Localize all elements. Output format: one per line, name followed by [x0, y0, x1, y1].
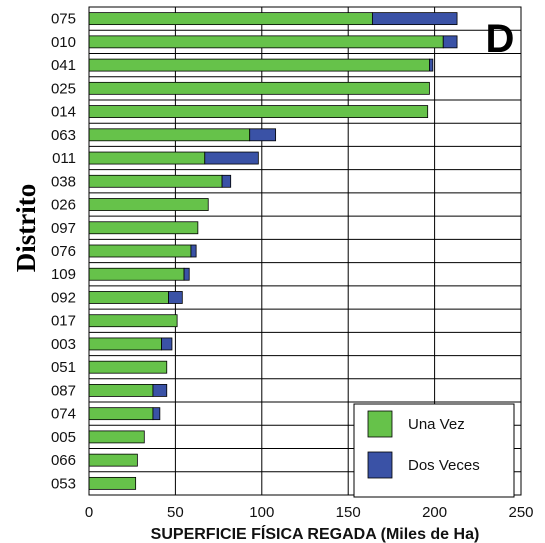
y-tick-label: 010 [51, 34, 76, 51]
bar-una-vez-010 [88, 35, 444, 49]
bar-dos-veces-092 [168, 291, 183, 304]
y-tick-label: 075 [51, 11, 76, 28]
y-tick-label: 014 [51, 104, 76, 121]
y-tick-label: 038 [51, 173, 76, 190]
y-axis-label: Distrito [11, 184, 41, 272]
bar-una-vez-014 [88, 105, 429, 118]
x-tick-label: 200 [422, 504, 447, 521]
bar-dos-veces-074 [152, 407, 161, 421]
bars [88, 12, 458, 490]
y-tick-label: 087 [51, 382, 76, 399]
x-tick-label: 150 [336, 504, 361, 521]
x-tick-label: 100 [249, 504, 274, 521]
grid [88, 7, 522, 495]
bar-dos-veces-041 [429, 58, 434, 72]
x-tick-label: 250 [508, 504, 533, 521]
y-tick-label: 063 [51, 127, 76, 144]
bar-dos-veces-063 [249, 128, 277, 142]
bar-una-vez-038 [88, 174, 223, 188]
bar-una-vez-041 [88, 58, 430, 72]
bar-una-vez-017 [88, 314, 178, 328]
bar-dos-veces-109 [183, 267, 190, 281]
x-tick-label: 0 [85, 504, 93, 521]
x-tick-label: 50 [167, 504, 184, 521]
legend-label-una-vez: Una Vez [408, 416, 465, 433]
bar-una-vez-087 [88, 384, 154, 397]
y-tick-label: 109 [51, 266, 76, 283]
bar-dos-veces-011 [204, 151, 259, 165]
legend-label-dos-veces: Dos Veces [408, 457, 480, 474]
bar-una-vez-063 [88, 128, 251, 142]
y-tick-label: 025 [51, 80, 76, 97]
panel-label: D [486, 17, 515, 61]
y-tick-label: 051 [51, 359, 76, 376]
legend-swatch-una-vez [367, 410, 393, 438]
y-tick-labels: 075 010 041 025 014 063 011 038 026 097 076 109 092 0… [51, 11, 76, 493]
y-tick-label: 026 [51, 197, 76, 214]
bar-una-vez-053 [88, 476, 137, 490]
y-tick-label: 041 [51, 57, 76, 74]
legend-swatch-dos-veces [367, 451, 393, 479]
bar-una-vez-003 [88, 337, 162, 351]
bar-dos-veces-038 [221, 174, 232, 188]
bar-una-vez-066 [88, 453, 138, 467]
bar-una-vez-075 [88, 12, 373, 26]
bar-dos-veces-010 [442, 35, 458, 49]
legend: Una Vez Dos Veces [353, 403, 515, 498]
bar-una-vez-109 [88, 267, 185, 281]
bar-una-vez-011 [88, 151, 206, 165]
y-tick-label: 003 [51, 336, 76, 353]
bar-una-vez-092 [88, 291, 169, 304]
y-tick-label: 066 [51, 452, 76, 469]
y-tick-label: 017 [51, 313, 76, 330]
y-tick-label: 053 [51, 475, 76, 492]
bar-dos-veces-087 [152, 384, 168, 397]
y-tick-label: 076 [51, 243, 76, 260]
y-tick-label: 074 [51, 406, 76, 423]
bar-una-vez-076 [88, 244, 192, 258]
y-tick-label: 005 [51, 429, 76, 446]
bar-dos-veces-076 [190, 244, 197, 258]
x-tick-labels: 0 50 100 150 200 250 [85, 504, 534, 521]
bar-una-vez-005 [88, 430, 145, 444]
bar-dos-veces-003 [161, 337, 173, 351]
bar-una-vez-097 [88, 221, 199, 235]
plot-frame [88, 6, 522, 496]
y-tick-label: 097 [51, 220, 76, 237]
bar-una-vez-026 [88, 198, 209, 211]
bar-una-vez-051 [88, 360, 168, 374]
y-tick-label: 092 [51, 289, 76, 306]
y-tick-label: 011 [52, 150, 76, 167]
bar-una-vez-074 [88, 407, 154, 421]
x-axis-label: SUPERFICIE FÍSICA REGADA (Miles de Ha) [151, 524, 480, 543]
bar-dos-veces-075 [371, 12, 458, 26]
bar-una-vez-025 [88, 81, 430, 95]
